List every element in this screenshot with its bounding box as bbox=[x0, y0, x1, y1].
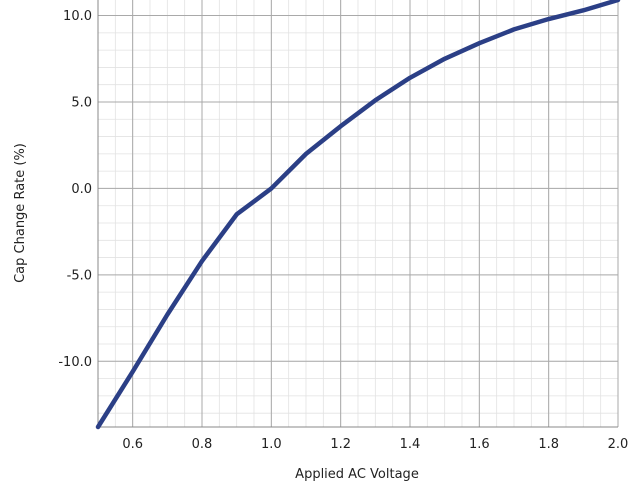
y-axis-label: Cap Change Rate (%) bbox=[13, 143, 28, 283]
x-tick-label: 2.0 bbox=[608, 437, 629, 452]
minor-grid bbox=[97, 0, 619, 427]
x-tick-label: 1.4 bbox=[400, 437, 421, 452]
y-tick-label: 0.0 bbox=[71, 182, 92, 197]
y-tick-label: 5.0 bbox=[71, 95, 92, 110]
y-tick-label: 10.0 bbox=[63, 9, 92, 24]
major-grid bbox=[97, 0, 619, 428]
x-tick-label: 1.8 bbox=[538, 437, 559, 452]
y-tick-label: -10.0 bbox=[58, 355, 92, 370]
y-tick-labels: 10.0 5.0 0.0 -5.0 -10.0 bbox=[58, 9, 92, 370]
y-tick-label: -5.0 bbox=[67, 268, 92, 283]
x-axis-label: Applied AC Voltage bbox=[295, 467, 419, 482]
x-tick-label: 1.0 bbox=[261, 437, 282, 452]
x-tick-label: 0.8 bbox=[192, 437, 213, 452]
x-tick-label: 0.6 bbox=[122, 437, 143, 452]
x-tick-labels: 0.6 0.8 1.0 1.2 1.4 1.6 1.8 2.0 bbox=[122, 437, 628, 452]
x-tick-label: 1.2 bbox=[330, 437, 351, 452]
series-line bbox=[95, 0, 621, 430]
x-tick-label: 1.6 bbox=[469, 437, 490, 452]
series-layer bbox=[95, 0, 621, 430]
